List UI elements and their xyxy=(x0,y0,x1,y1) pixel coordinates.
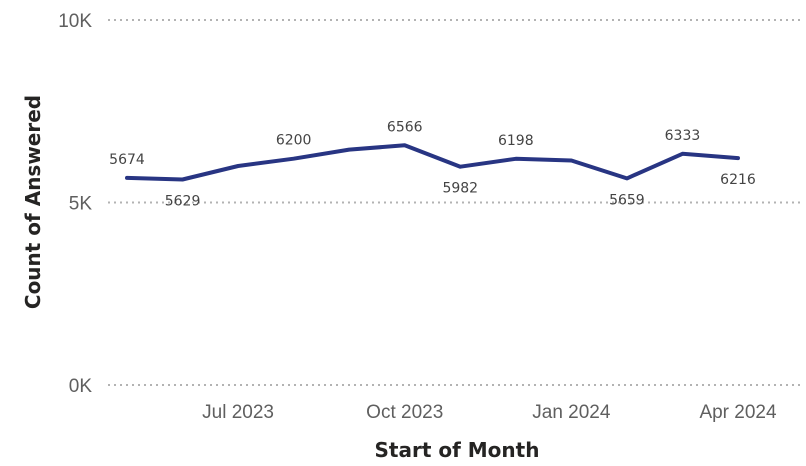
data-label: 6198 xyxy=(498,133,534,149)
data-label: 6216 xyxy=(720,172,756,188)
x-tick-label: Oct 2023 xyxy=(366,402,443,423)
data-label: 5629 xyxy=(165,194,201,210)
series-lines xyxy=(125,143,740,182)
y-tick-label: 0K xyxy=(69,376,93,397)
y-tick-label: 5K xyxy=(69,194,93,215)
data-label: 5674 xyxy=(109,152,145,168)
data-label: 6333 xyxy=(665,128,701,144)
x-axis-title: Start of Month xyxy=(375,438,540,462)
y-axis-title: Count of Answered xyxy=(21,95,45,309)
data-label: 5659 xyxy=(609,192,645,208)
x-tick-label: Jul 2023 xyxy=(202,402,274,423)
data-label: 5982 xyxy=(442,181,478,197)
x-axis-tick-labels: Jul 2023 Oct 2023 Jan 2024 Apr 2024 xyxy=(202,402,777,423)
x-tick-label: Apr 2024 xyxy=(699,402,777,423)
x-tick-label: Jan 2024 xyxy=(532,402,611,423)
data-label: 6200 xyxy=(276,133,312,149)
series-line-0 xyxy=(125,143,740,182)
y-axis-tick-labels: 0K 5K 10K xyxy=(58,11,92,397)
data-label: 6566 xyxy=(387,119,423,135)
y-tick-label: 10K xyxy=(58,11,92,32)
data-labels: 5674 5629 6200 6566 5982 6198 5659 6333 6216 xyxy=(109,119,756,209)
gridlines xyxy=(108,19,803,386)
